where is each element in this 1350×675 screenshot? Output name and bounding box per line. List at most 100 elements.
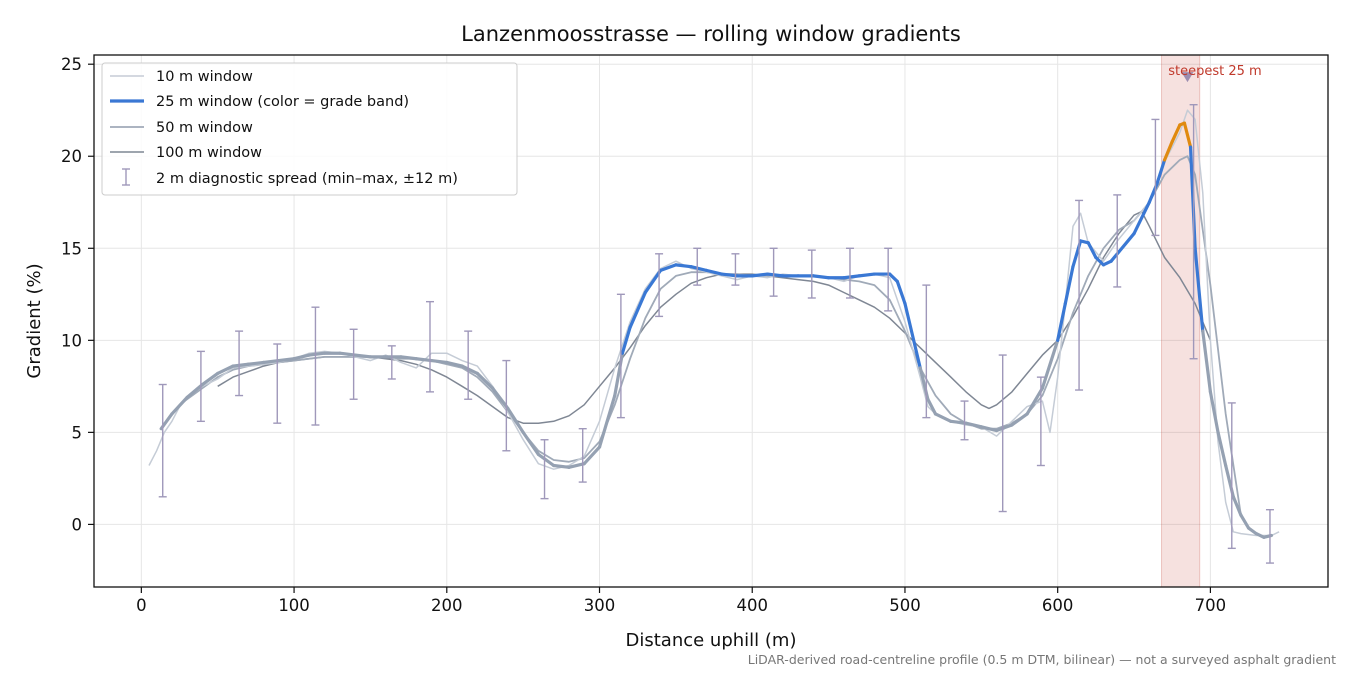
series-segment [491, 386, 510, 411]
steepest-band-label: steepest 25 m [1168, 64, 1261, 79]
error-bar [807, 249, 816, 299]
series-segment [246, 360, 266, 366]
plot-frame [93, 54, 1329, 588]
series-segment [1063, 265, 1075, 306]
series-segment [926, 397, 938, 416]
series-segment [475, 371, 495, 390]
plot-area: 0 100 200 300 400 500 600 700 0 5 10 15 20 25 steepe… [61, 54, 1329, 615]
error-bar [845, 247, 854, 299]
legend-label-25m: 25 m window (color = grade band) [156, 94, 409, 110]
series-segment [674, 263, 693, 269]
series-segment [1132, 200, 1151, 236]
error-bar [884, 247, 893, 312]
error-bar [464, 330, 473, 400]
series-segment [903, 301, 922, 370]
x-tick-label: 400 [736, 596, 768, 615]
footnote: LiDAR-derived road-centreline profile (0… [748, 652, 1336, 667]
series-segment [261, 358, 281, 365]
series-segment [200, 371, 220, 387]
error-bar [158, 383, 167, 498]
series-segment [1086, 241, 1098, 260]
series-segment [964, 421, 983, 429]
error-bar [502, 359, 511, 452]
y-tick-label: 0 [72, 515, 83, 534]
series-segment [628, 290, 647, 330]
series-segment [414, 357, 434, 363]
y-tick-label: 25 [61, 55, 82, 74]
series-segment [185, 382, 205, 399]
error-bar [311, 306, 320, 426]
series-line-25-m-window- [159, 121, 1274, 539]
series-segment [216, 364, 235, 376]
series-segment [949, 419, 968, 425]
error-bar [960, 400, 969, 441]
x-tick-label: 300 [584, 596, 616, 615]
series-segment [842, 274, 861, 280]
series-segment [1193, 246, 1205, 333]
y-axis-label: Gradient (%) [24, 263, 45, 378]
x-tick-label: 100 [278, 596, 310, 615]
series-segment [277, 357, 296, 363]
legend-label-10m: 10 m window [156, 69, 253, 85]
series-segment [750, 272, 770, 278]
series-segment [704, 268, 724, 276]
series-segment [506, 406, 525, 434]
error-bar [1189, 104, 1198, 360]
series-segment [895, 279, 907, 306]
x-tick-label: 200 [431, 596, 463, 615]
series-segment [292, 353, 311, 361]
steepest-marker [1181, 72, 1194, 83]
error-bar [998, 354, 1007, 513]
series-segment [1040, 338, 1060, 390]
error-bar [1075, 199, 1084, 391]
series-segment [1094, 255, 1106, 267]
series-segment [353, 353, 373, 359]
legend-label-100m: 100 m window [156, 145, 262, 161]
series-segment [689, 265, 709, 272]
error-bar [1227, 402, 1236, 550]
x-tick-label: 0 [136, 596, 147, 615]
x-tick-label: 500 [889, 596, 921, 615]
series-segment [888, 272, 899, 284]
series-segment [307, 351, 327, 357]
error-bar [1265, 508, 1274, 564]
x-tick-label: 700 [1195, 596, 1227, 615]
series-segment [170, 395, 189, 416]
error-bar [425, 300, 434, 393]
x-axis-ticks: 0 100 200 300 400 500 600 700 [136, 587, 1226, 615]
series-segment [445, 360, 464, 368]
series-segment [1170, 123, 1182, 144]
series-segment [552, 463, 571, 469]
series-layer [148, 109, 1280, 539]
error-bar [578, 427, 587, 483]
series-segment [659, 263, 678, 272]
series-segment [1201, 329, 1213, 394]
series-segment [857, 272, 877, 278]
error-bar [349, 328, 358, 400]
x-tick-label: 600 [1042, 596, 1074, 615]
error-bar [769, 247, 778, 297]
legend-swatch-errorbar [122, 168, 130, 186]
legend-label-50m: 50 m window [156, 120, 253, 136]
series-segment [597, 393, 617, 449]
series-segment [338, 351, 357, 357]
series-segment [536, 452, 556, 468]
y-tick-label: 20 [61, 147, 82, 166]
series-segment [460, 364, 479, 376]
series-segment [1208, 390, 1220, 434]
series-segment [231, 362, 250, 368]
legend: 10 m window 25 m window (color = grade b… [101, 62, 518, 196]
chart-title: Lanzenmoosstrasse — rolling window gradi… [461, 22, 961, 46]
error-bar [196, 350, 205, 423]
error-bar [731, 253, 740, 286]
series-segment [1162, 139, 1174, 162]
series-segment [399, 355, 418, 361]
y-tick-label: 15 [61, 239, 82, 258]
y-tick-label: 5 [72, 423, 83, 442]
error-bar-layer [158, 72, 1274, 564]
y-tick-label: 10 [61, 331, 82, 350]
series-segment [567, 462, 586, 469]
series-segment [1216, 430, 1228, 468]
series-segment [1188, 145, 1197, 250]
